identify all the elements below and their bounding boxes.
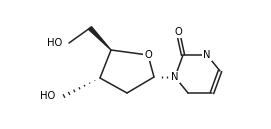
Text: HO: HO [47,38,63,48]
Text: O: O [144,50,152,60]
Text: N: N [171,72,179,82]
Text: O: O [174,27,182,37]
Text: HO: HO [40,91,56,101]
Text: N: N [203,50,211,60]
Polygon shape [89,27,111,50]
